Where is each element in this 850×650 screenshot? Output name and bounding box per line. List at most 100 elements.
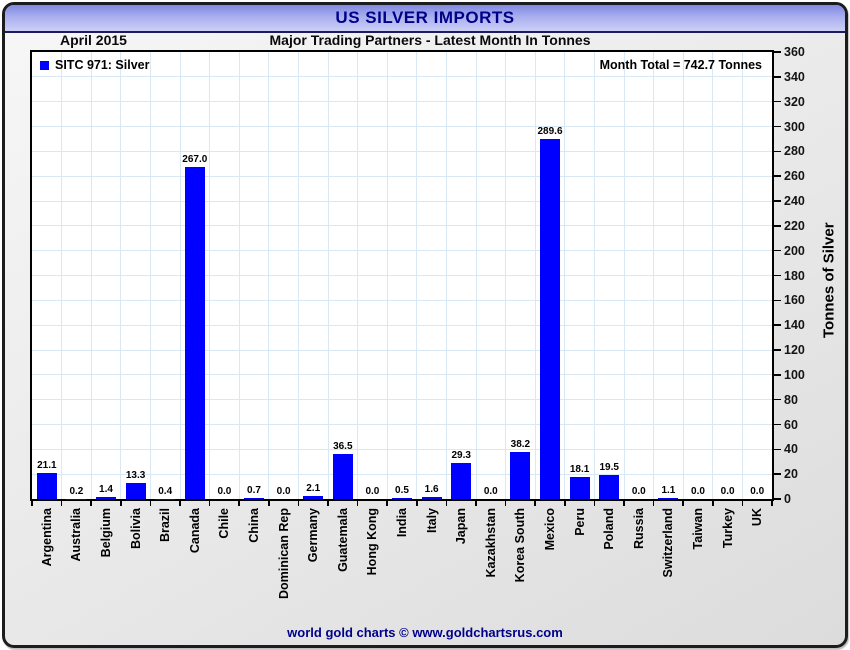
y-tick bbox=[774, 76, 781, 78]
bar-value-label: 0.7 bbox=[247, 485, 261, 497]
x-tick bbox=[297, 501, 300, 506]
x-tick bbox=[712, 501, 714, 506]
x-tick bbox=[593, 501, 596, 506]
x-tick bbox=[741, 501, 744, 506]
y-tick-label: 180 bbox=[784, 268, 805, 283]
x-tick-label: China bbox=[247, 508, 261, 543]
bar-value-label: 1.6 bbox=[424, 484, 439, 496]
x-tick bbox=[60, 501, 63, 506]
y-tick-label: 200 bbox=[784, 243, 805, 258]
v-gridline bbox=[386, 52, 388, 499]
bar-value-label: 1.4 bbox=[99, 484, 113, 496]
y-tick bbox=[774, 200, 781, 202]
v-gridline bbox=[209, 52, 211, 499]
h-gridline bbox=[32, 349, 772, 351]
v-gridline bbox=[741, 52, 743, 499]
x-tick bbox=[445, 501, 448, 506]
y-tick bbox=[774, 249, 781, 252]
v-gridline bbox=[445, 52, 447, 499]
x-tick bbox=[504, 501, 507, 506]
legend-marker-icon bbox=[40, 60, 49, 70]
v-gridline bbox=[593, 52, 595, 499]
h-gridline bbox=[32, 126, 772, 127]
bar-value-label: 29.3 bbox=[451, 449, 471, 461]
bar bbox=[658, 497, 679, 499]
y-tick-label: 220 bbox=[784, 218, 805, 233]
h-gridline bbox=[32, 150, 772, 152]
h-gridline bbox=[32, 448, 772, 450]
h-gridline bbox=[32, 399, 772, 401]
h-gridline bbox=[32, 76, 772, 78]
y-tick bbox=[774, 299, 781, 302]
y-tick-label: 140 bbox=[784, 318, 805, 333]
x-tick bbox=[238, 501, 240, 506]
x-tick-label: Canada bbox=[187, 508, 202, 554]
x-tick bbox=[564, 501, 566, 506]
bar-value-label: 0.2 bbox=[69, 485, 84, 497]
v-gridline bbox=[238, 52, 240, 499]
x-tick bbox=[356, 501, 359, 506]
x-tick-label: Argentina bbox=[39, 508, 54, 567]
x-tick bbox=[90, 501, 92, 506]
bar bbox=[184, 167, 205, 499]
v-gridline bbox=[149, 52, 151, 499]
x-tick-label: Chile bbox=[217, 508, 232, 539]
bar-value-label: 18.1 bbox=[569, 463, 590, 475]
x-tick-label: Russia bbox=[631, 508, 646, 549]
x-tick-label: Brazil bbox=[158, 508, 173, 543]
bar-value-label: 289.6 bbox=[537, 126, 563, 138]
x-tick bbox=[475, 501, 477, 506]
y-tick-label: 0 bbox=[784, 492, 791, 506]
bar bbox=[303, 496, 324, 499]
v-gridline bbox=[623, 52, 625, 499]
y-tick bbox=[774, 473, 781, 475]
x-tick-label: Bolivia bbox=[128, 508, 143, 549]
y-tick-label: 20 bbox=[784, 467, 798, 482]
x-tick-label: Australia bbox=[69, 508, 84, 562]
x-tick-label: Peru bbox=[572, 508, 587, 536]
y-tick bbox=[774, 51, 781, 53]
x-tick bbox=[31, 501, 33, 506]
h-gridline bbox=[32, 200, 772, 202]
y-tick bbox=[774, 150, 781, 153]
bar-value-label: 0.0 bbox=[483, 486, 498, 497]
x-tick bbox=[623, 501, 625, 506]
bar bbox=[332, 453, 353, 499]
bar bbox=[392, 498, 412, 499]
v-gridline bbox=[327, 52, 329, 499]
h-gridline bbox=[32, 250, 772, 252]
x-tick-label: Japan bbox=[454, 508, 469, 545]
bar-value-label: 2.1 bbox=[306, 483, 321, 495]
y-tick bbox=[774, 374, 781, 376]
x-tick-label: Dominican Rep bbox=[276, 508, 291, 599]
y-tick-label: 160 bbox=[784, 293, 805, 308]
bar bbox=[451, 462, 472, 499]
y-tick bbox=[774, 324, 781, 326]
y-tick bbox=[774, 274, 781, 277]
bar-value-label: 1.1 bbox=[661, 484, 676, 496]
x-tick bbox=[327, 501, 329, 506]
v-gridline bbox=[416, 52, 418, 499]
bar-value-label: 0.0 bbox=[631, 486, 646, 497]
v-gridline bbox=[475, 52, 477, 499]
h-gridline bbox=[32, 101, 772, 103]
v-gridline bbox=[357, 52, 359, 499]
v-gridline bbox=[179, 52, 181, 499]
v-gridline bbox=[61, 52, 63, 499]
x-tick-label: Hong Kong bbox=[365, 508, 380, 576]
y-tick-label: 80 bbox=[784, 392, 798, 407]
y-tick bbox=[774, 100, 781, 103]
plot-area: SITC 971: Silver Month Total = 742.7 Ton… bbox=[30, 50, 774, 501]
x-tick-label: Guatemala bbox=[335, 508, 350, 572]
bar-value-label: 0.0 bbox=[365, 486, 380, 497]
x-tick bbox=[149, 501, 152, 506]
h-gridline bbox=[32, 175, 772, 177]
y-tick bbox=[774, 349, 781, 351]
bar bbox=[421, 497, 442, 499]
bar bbox=[540, 139, 560, 499]
bar-value-label: 21.1 bbox=[37, 459, 57, 471]
y-tick-label: 40 bbox=[784, 442, 798, 457]
bar bbox=[510, 451, 531, 499]
y-tick-label: 60 bbox=[784, 417, 798, 432]
